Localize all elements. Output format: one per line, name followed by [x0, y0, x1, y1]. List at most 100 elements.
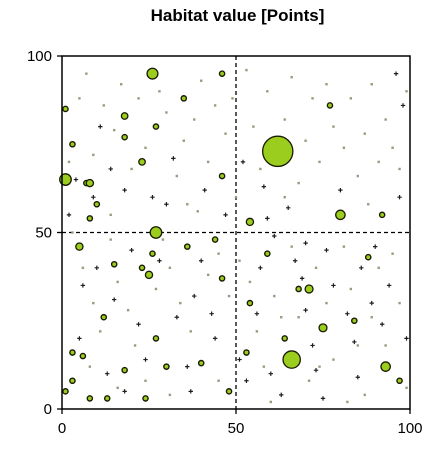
large-circle-point — [138, 158, 146, 166]
small-circle-point — [103, 395, 111, 402]
small-circle-point — [121, 366, 128, 374]
dot-point — [109, 238, 112, 241]
dot-point — [102, 104, 105, 107]
large-circle-point — [146, 67, 159, 80]
plus-point — [122, 389, 127, 394]
plus-point — [237, 357, 242, 362]
plus-point — [192, 293, 197, 299]
dot-point — [332, 125, 335, 128]
dot-point — [224, 132, 227, 135]
x-tick-label: 50 — [228, 420, 245, 437]
small-circle-point — [86, 395, 94, 402]
dot-point — [398, 167, 401, 171]
small-circle-point — [218, 70, 226, 77]
dot-point — [189, 330, 192, 333]
dot-point — [196, 210, 199, 213]
dot-point — [349, 97, 353, 100]
dot-point — [391, 146, 394, 149]
plus-point — [212, 336, 218, 341]
dot-point — [255, 330, 259, 333]
dot-point — [325, 83, 328, 86]
plus-point — [303, 307, 308, 313]
dot-point — [342, 245, 346, 248]
dot-point — [377, 266, 380, 269]
dot-point — [280, 316, 283, 319]
small-circle-point — [163, 363, 170, 370]
plus-point — [223, 212, 228, 218]
y-tick-label: 0 — [44, 401, 52, 418]
small-circle-point — [351, 317, 358, 325]
dot-point — [119, 83, 123, 86]
dot-point — [405, 90, 408, 93]
dot-point — [266, 90, 269, 93]
small-circle-point — [218, 275, 226, 282]
dot-point — [363, 393, 366, 397]
small-circle-point — [69, 140, 76, 148]
axis-ticks: 0 50 100 0 50 100 — [27, 48, 423, 437]
dot-point — [252, 125, 255, 128]
plus-point — [313, 367, 319, 373]
dot-point — [154, 287, 158, 291]
large-circle-point — [380, 361, 391, 372]
dot-point — [144, 146, 147, 149]
large-circle-point — [304, 284, 314, 294]
plus-point — [94, 265, 99, 270]
dot-point — [346, 400, 349, 404]
y-tick-label: 50 — [35, 225, 52, 242]
dot-point — [269, 400, 272, 404]
small-circle-point — [246, 299, 254, 307]
dot-point — [116, 280, 119, 284]
plus-point — [77, 336, 82, 341]
dot-point — [391, 252, 394, 255]
plus-point — [286, 205, 291, 210]
dot-point — [99, 330, 102, 333]
plus-point — [108, 166, 113, 172]
dot-point — [206, 160, 210, 164]
dot-point — [175, 174, 179, 178]
dot-point — [200, 79, 203, 82]
plus-point — [143, 357, 148, 362]
large-circle-point — [75, 242, 84, 251]
plus-point — [310, 343, 315, 348]
large-circle-point — [245, 217, 255, 227]
dot-point — [304, 139, 307, 142]
dot-point — [332, 358, 335, 361]
plus-point — [331, 283, 336, 288]
chart-title: Habitat value [Points] — [150, 6, 325, 25]
dot-point — [290, 245, 293, 248]
dot-point — [168, 266, 172, 269]
dot-point — [405, 386, 408, 390]
small-circle-point — [396, 377, 403, 385]
dot-point — [325, 301, 328, 305]
plus-point — [66, 212, 72, 218]
plus-point — [73, 177, 79, 182]
dot-point — [259, 167, 262, 171]
small-circle-point — [110, 260, 118, 268]
dot-point — [370, 83, 373, 86]
dot-point — [384, 118, 387, 121]
small-circle-point — [62, 388, 69, 395]
plus-point — [98, 124, 103, 129]
large-circle-point — [85, 178, 95, 188]
small-circle-point — [281, 335, 289, 342]
plus-point — [359, 265, 364, 270]
dot-point — [290, 75, 293, 79]
dot-point — [231, 97, 234, 100]
dot-point — [342, 146, 346, 149]
small-circle-point — [93, 200, 101, 208]
plus-point — [240, 159, 246, 165]
x-tick-label: 100 — [397, 420, 422, 437]
small-circle-point — [138, 264, 146, 272]
dot-point — [161, 238, 165, 241]
dot-point — [137, 97, 140, 100]
plus-point — [379, 322, 385, 327]
dot-point — [367, 203, 370, 206]
plus-point — [345, 311, 350, 316]
small-circle-point — [149, 250, 156, 257]
dot-point — [384, 344, 387, 347]
dot-point — [126, 308, 130, 312]
dot-point — [113, 128, 116, 132]
dot-point — [81, 266, 85, 269]
reference-lines — [62, 56, 410, 409]
